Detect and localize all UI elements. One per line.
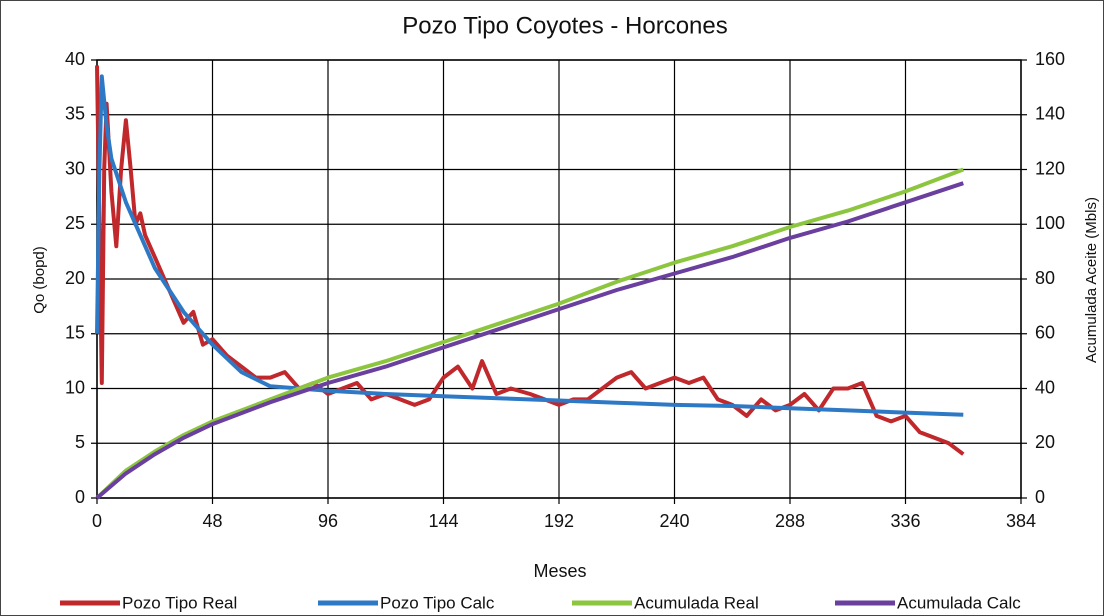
y-tick-label: 25: [65, 213, 85, 233]
y2-tick-label: 120: [1035, 158, 1065, 178]
x-tick-label: 288: [775, 511, 805, 531]
x-tick-label: 336: [890, 511, 920, 531]
y2-axis-label: Acumulada Aceite (Mbls): [1083, 197, 1100, 363]
x-tick-label: 192: [544, 511, 574, 531]
y-tick-label: 10: [65, 377, 85, 397]
y2-tick-label: 140: [1035, 104, 1065, 124]
x-tick-label: 48: [202, 511, 222, 531]
chart-title: Pozo Tipo Coyotes - Horcones: [402, 12, 728, 39]
y2-tick-label: 40: [1035, 377, 1055, 397]
y-tick-label: 30: [65, 158, 85, 178]
y2-tick-label: 160: [1035, 49, 1065, 69]
y2-tick-label: 80: [1035, 268, 1055, 288]
x-tick-label: 240: [659, 511, 689, 531]
y-tick-label: 20: [65, 268, 85, 288]
x-tick-label: 144: [428, 511, 458, 531]
series-line: [95, 65, 965, 456]
y2-tick-label: 100: [1035, 213, 1065, 233]
x-tick-label: 0: [92, 511, 102, 531]
x-tick-label: 96: [318, 511, 338, 531]
legend-label: Pozo Tipo Calc: [380, 593, 495, 612]
y2-tick-label: 60: [1035, 323, 1055, 343]
x-tick-label: 384: [1006, 511, 1036, 531]
y2-tick-label: 20: [1035, 432, 1055, 452]
series-line: [95, 167, 965, 500]
series-line: [95, 181, 964, 500]
y2-tick-label: 0: [1035, 487, 1045, 507]
legend-label: Pozo Tipo Real: [122, 593, 237, 612]
legend-label: Acumulada Real: [634, 593, 759, 612]
y-tick-label: 5: [75, 432, 85, 452]
y-tick-label: 15: [65, 323, 85, 343]
y-axis-label: Qo (bopd): [31, 246, 48, 314]
x-axis-label: Meses: [533, 561, 586, 581]
y-tick-label: 0: [75, 487, 85, 507]
y-tick-label: 35: [65, 104, 85, 124]
y-tick-label: 40: [65, 49, 85, 69]
legend-label: Acumulada Calc: [897, 593, 1021, 612]
